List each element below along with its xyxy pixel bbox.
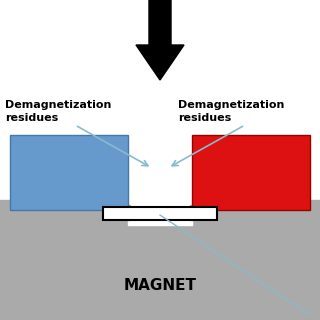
Bar — [103, 207, 217, 220]
Bar — [238, 200, 320, 320]
Bar — [10, 135, 128, 210]
Text: MAGNET: MAGNET — [124, 277, 196, 292]
Bar — [82, 215, 238, 275]
Text: Demagnetization
residues: Demagnetization residues — [178, 100, 284, 123]
Bar — [0, 200, 82, 320]
Bar — [192, 135, 310, 210]
Bar — [0, 205, 130, 220]
Bar — [190, 205, 320, 220]
Bar — [128, 95, 192, 225]
Text: Demagnetization
residues: Demagnetization residues — [5, 100, 111, 123]
Bar — [0, 255, 320, 320]
FancyArrow shape — [136, 0, 184, 80]
